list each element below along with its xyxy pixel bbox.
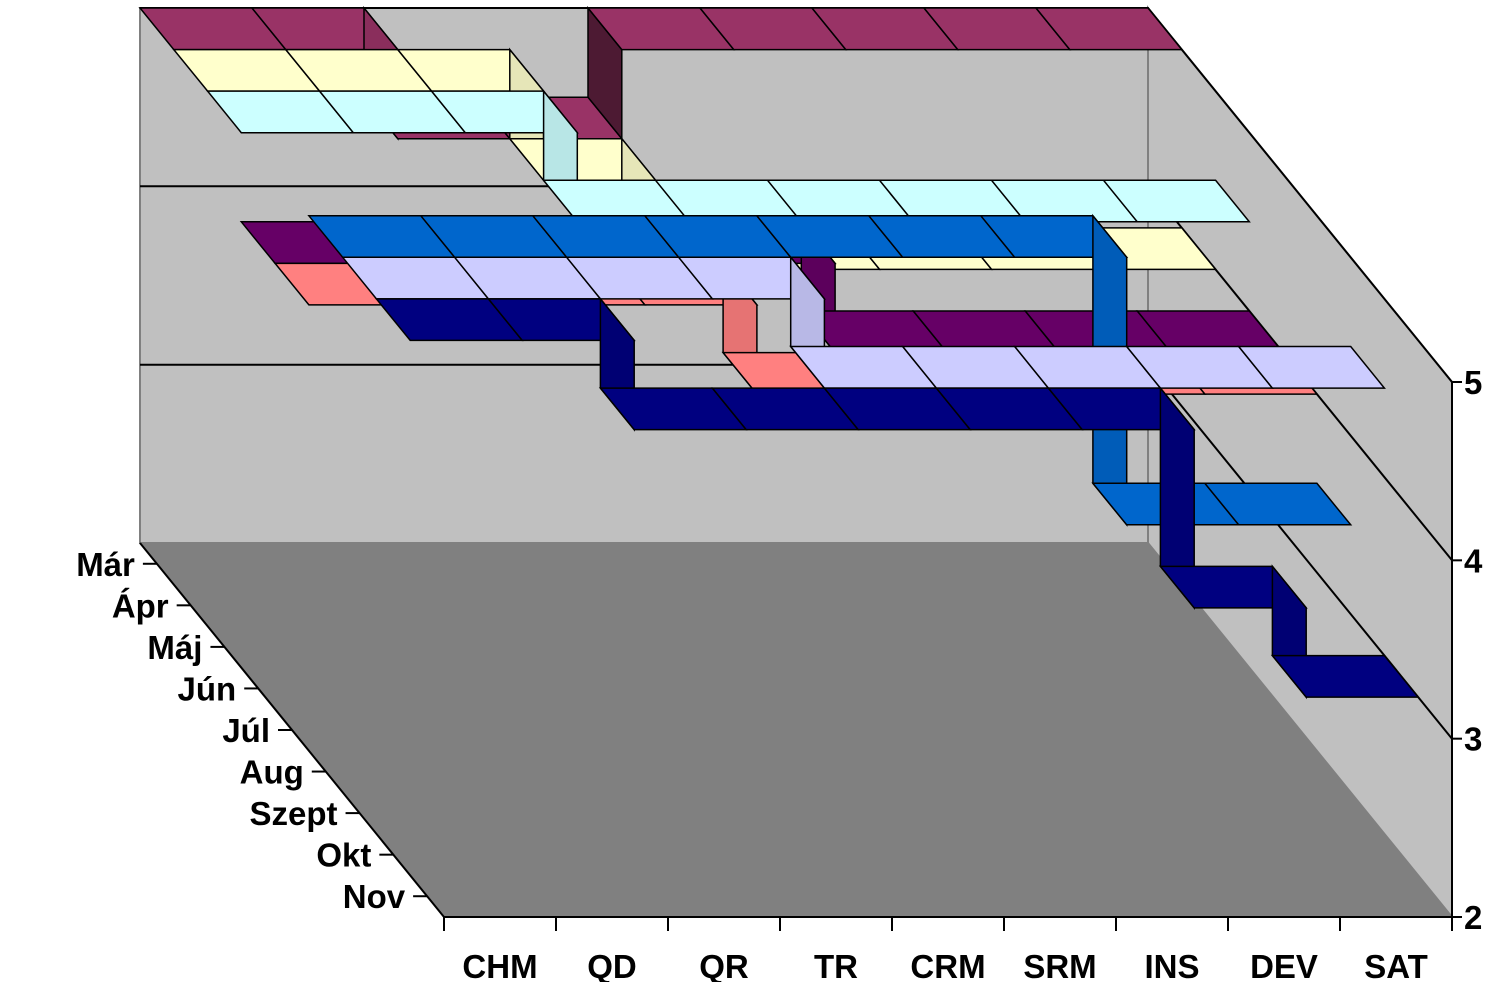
depth-label: Okt [316, 837, 371, 874]
depth-label: Júl [222, 712, 270, 749]
category-label: CHM [462, 948, 537, 982]
depth-label: Ápr [112, 587, 169, 624]
value-label: 2 [1464, 899, 1482, 936]
value-axis-labels: 5 4 3 2 [1452, 364, 1483, 936]
value-label: 3 [1464, 721, 1482, 758]
depth-axis-labels: Már Ápr Máj Jún Júl Aug Szept Okt Nov [76, 546, 428, 915]
series-ribbon [374, 296, 1420, 700]
series-ribbons [138, 5, 1420, 700]
series-ribbon [307, 213, 1353, 527]
depth-label: Szept [250, 795, 338, 832]
depth-label: Már [76, 546, 135, 583]
category-label: QD [587, 948, 637, 982]
value-label: 5 [1464, 364, 1482, 401]
floor [140, 543, 1452, 917]
category-label: INS [1144, 948, 1199, 982]
category-label: SAT [1364, 948, 1428, 982]
ribbon-segment [1237, 345, 1386, 389]
depth-label: Máj [147, 629, 202, 666]
category-label: QR [699, 948, 749, 982]
category-label: DEV [1250, 948, 1318, 982]
depth-label: Aug [240, 754, 304, 791]
ribbon-segment [1203, 482, 1353, 526]
ribbon-segment [1270, 654, 1420, 698]
depth-label: Nov [343, 878, 406, 915]
category-label: TR [814, 948, 858, 982]
ribbon-segment [1102, 179, 1251, 223]
ribbon-segment [1034, 7, 1184, 51]
category-label: SRM [1023, 948, 1096, 982]
depth-label: Jún [178, 670, 237, 707]
value-label: 4 [1464, 542, 1483, 579]
category-axis-labels: CHM QD QR TR CRM SRM INS DEV SAT [443, 917, 1453, 982]
series-ribbon [341, 255, 1386, 391]
category-label: CRM [910, 948, 985, 982]
